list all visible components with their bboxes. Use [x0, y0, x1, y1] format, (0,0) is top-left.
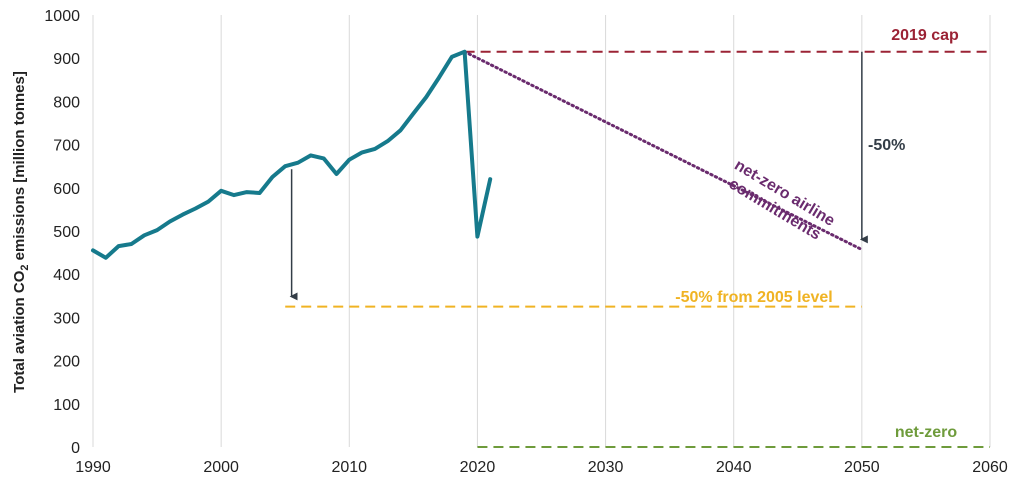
x-tick-label: 2060: [972, 459, 1008, 476]
y-tick-label: 100: [53, 397, 80, 414]
series-group: [91, 49, 493, 260]
vertical-gridlines: [92, 15, 991, 447]
arrows-group: [289, 51, 868, 301]
emissions-series-line: [91, 49, 493, 260]
x-tick-label: 2000: [203, 459, 239, 476]
y-tick-label: 200: [53, 354, 80, 371]
x-tick-label: 2010: [331, 459, 367, 476]
x-tick-label: 2040: [716, 459, 752, 476]
y-axis-title: Total aviation CO2 emissions [million to…: [11, 71, 31, 393]
label-50-from-2005: -50% from 2005 level: [675, 289, 832, 306]
x-axis-ticks: 1990 2000 2010 2020 2030 2040 2050 2060: [75, 459, 1008, 476]
y-tick-label: 1000: [44, 8, 80, 25]
annotations: 2019 cap -50% from 2005 level net-zero net-…: [675, 27, 959, 441]
y-tick-label: 500: [53, 224, 80, 241]
y-tick-label: 600: [53, 181, 80, 198]
reference-lines: [285, 50, 990, 448]
label-minus-50-percent: -50%: [868, 137, 905, 154]
y-tick-label: 900: [53, 51, 80, 68]
y-tick-label: 800: [53, 94, 80, 111]
y-tick-label: 0: [71, 440, 80, 457]
reference-line: [463, 50, 864, 252]
label-2019-cap: 2019 cap: [891, 27, 959, 44]
x-tick-label: 2030: [588, 459, 624, 476]
y-tick-label: 300: [53, 310, 80, 327]
x-tick-label: 1990: [75, 459, 111, 476]
y-tick-label: 400: [53, 267, 80, 284]
x-tick-label: 2050: [844, 459, 880, 476]
label-net-zero: net-zero: [895, 424, 957, 441]
y-tick-label: 700: [53, 138, 80, 155]
x-tick-label: 2020: [460, 459, 496, 476]
y-axis-ticks: 0 100 200 300 400 500 600 700 800 900 1000: [44, 8, 80, 457]
